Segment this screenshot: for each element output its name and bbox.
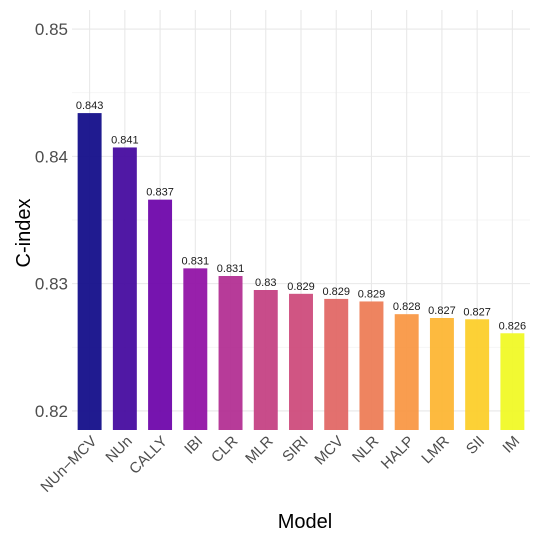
x-tick-label: IM <box>499 433 523 457</box>
y-axis-title: C-index <box>13 199 35 268</box>
bar-value-label: 0.826 <box>499 320 527 332</box>
y-axis-ticks: 0.82 0.83 0.84 0.85 <box>35 20 68 421</box>
bar-value-label: 0.843 <box>76 100 104 112</box>
bar-value-label: 0.829 <box>358 288 386 300</box>
x-tick-label: MCV <box>311 433 347 469</box>
x-tick-label: SIRI <box>279 433 312 466</box>
bar <box>289 293 313 430</box>
x-tick-label: SII <box>463 433 488 458</box>
bar <box>148 199 173 430</box>
bar-value-label: 0.837 <box>146 187 174 199</box>
bar-value-label: 0.829 <box>287 281 315 293</box>
bar <box>394 314 419 430</box>
x-tick-label: LMR <box>418 433 453 468</box>
x-tick-label: IBI <box>181 433 206 458</box>
x-tick-label: NUn−MCV <box>37 433 100 496</box>
bar <box>465 319 490 430</box>
y-tick-label: 0.82 <box>35 402 68 421</box>
x-tick-label: CALLY <box>126 433 171 478</box>
bar-value-label: 0.829 <box>322 286 350 298</box>
bar-value-labels: 0.843 0.841 0.837 0.831 0.831 0.83 0.829 0.829 0… <box>76 100 526 332</box>
y-tick-label: 0.83 <box>35 275 68 294</box>
bar <box>112 147 137 431</box>
bar <box>359 301 384 430</box>
bar-value-label: 0.827 <box>463 306 491 318</box>
bar <box>500 333 525 430</box>
x-tick-label: CLR <box>208 433 241 466</box>
bar-value-label: 0.827 <box>428 305 456 317</box>
bar-value-label: 0.841 <box>111 134 139 146</box>
x-tick-label: MLR <box>242 433 277 468</box>
x-axis-title: Model <box>278 511 332 533</box>
bar-value-label: 0.831 <box>217 263 245 275</box>
bar <box>324 298 349 430</box>
bar <box>183 268 208 430</box>
bar <box>253 290 278 430</box>
x-tick-label: HALP <box>378 433 418 473</box>
bar <box>429 318 454 430</box>
y-tick-label: 0.85 <box>35 20 68 39</box>
y-tick-label: 0.84 <box>35 147 68 166</box>
bar <box>218 276 243 430</box>
bar-value-label: 0.831 <box>182 255 210 267</box>
bar-value-label: 0.828 <box>393 301 421 313</box>
bar-value-label: 0.83 <box>255 277 276 289</box>
bars <box>77 113 525 431</box>
bar <box>77 113 102 430</box>
